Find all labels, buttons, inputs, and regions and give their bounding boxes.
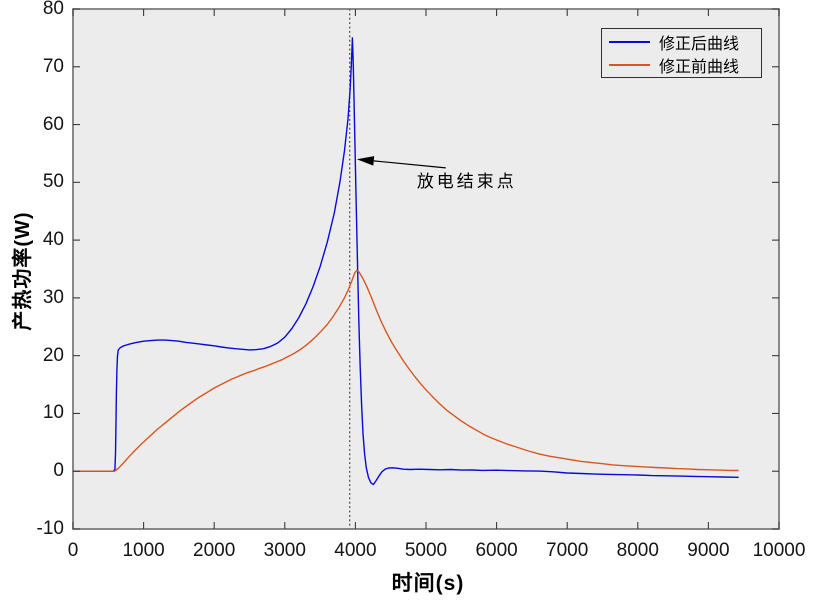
y-axis-label: 产热功率(W)	[12, 211, 34, 331]
legend-line-sample-blue	[609, 40, 650, 43]
legend-item-uncorrected: 修正前曲线	[602, 54, 761, 76]
curve-uncorrected	[72, 269, 739, 472]
legend-line-sample-orange	[609, 63, 650, 66]
legend-label-corrected: 修正后曲线	[659, 35, 740, 53]
x-axis-label: 时间(s)	[391, 572, 465, 595]
legend-item-corrected: 修正后曲线	[602, 31, 761, 53]
annotation-label: 放电结束点	[416, 171, 517, 191]
legend-label-uncorrected: 修正前曲线	[659, 58, 740, 76]
curve-corrected	[72, 37, 739, 486]
annotation-arrow-line	[373, 160, 446, 169]
annotation-arrowhead-icon	[356, 156, 375, 166]
legend: 修正后曲线 修正前曲线	[601, 28, 762, 78]
plot-area	[73, 9, 779, 529]
